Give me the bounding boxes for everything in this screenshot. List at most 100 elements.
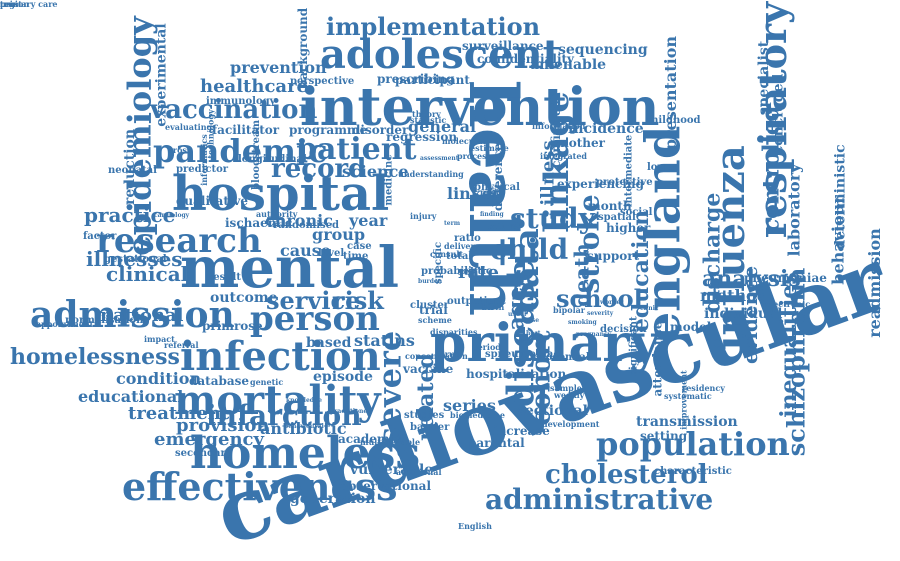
cloud-word: research [96, 221, 262, 261]
cloud-word: academic [338, 432, 402, 446]
cloud-word: knowledge [286, 397, 322, 404]
cloud-word: infection [180, 333, 381, 380]
cloud-word: need [480, 187, 502, 197]
cloud-word: clinical [106, 262, 189, 286]
cloud-word: genetic [250, 377, 284, 387]
cloud-word: estimate [470, 143, 509, 153]
cloud-word: observational [340, 479, 432, 493]
cloud-word: confidentiality [477, 52, 575, 66]
cloud-word: clinic [640, 305, 659, 312]
cloud-word: trust [0, 0, 22, 9]
cloud-word: finding [480, 211, 504, 218]
cloud-word: database [189, 374, 250, 388]
cloud-word: impact [144, 334, 175, 344]
cloud-word: virus [437, 349, 460, 359]
cloud-word: model [670, 320, 712, 334]
cloud-word: protective [596, 177, 653, 188]
cloud-word: practitioner [330, 408, 371, 415]
cloud-word: delivery [444, 241, 480, 251]
cloud-word: provision [176, 415, 270, 436]
cloud-word: level [318, 248, 345, 259]
cloud-word: antibiotic [260, 419, 347, 438]
cloud-word: understanding [398, 169, 464, 179]
cloud-word: term [444, 220, 461, 227]
cloud-word: English [458, 521, 492, 531]
cloud-word: cardiology [154, 212, 190, 219]
cloud-word: intervention [300, 77, 660, 138]
cloud-word: host [526, 330, 541, 337]
cloud-word: month [588, 199, 632, 213]
cloud-word: secondary [175, 448, 232, 459]
cloud-word: chronic [265, 211, 333, 230]
cloud-word: decision [600, 324, 647, 335]
cloud-word: group [312, 225, 366, 244]
cloud-word: readmission [864, 228, 884, 338]
cloud-word: authority [256, 209, 298, 219]
cloud-word: mother [556, 136, 605, 150]
cloud-word: factor [83, 231, 117, 242]
cloud-word: risk [332, 286, 384, 315]
cloud-word: mental [180, 235, 400, 301]
cloud-word: molecular [442, 136, 488, 146]
cloud-word: nosocomial [526, 352, 590, 363]
cloud-word: amenable [530, 57, 607, 73]
cloud-word: educational [78, 387, 184, 406]
cloud-word: burden [418, 278, 443, 285]
cloud-word: outcome [210, 290, 278, 306]
cloud-word: lower [647, 162, 678, 173]
cloud-word: patient [296, 132, 417, 167]
cloud-word: cross [168, 145, 192, 155]
cloud-word: total [446, 251, 473, 262]
cloud-word: longitudinal [238, 154, 307, 165]
cloud-word: information [532, 121, 586, 131]
cloud-word: smoking [568, 319, 597, 326]
cloud-word: higher [606, 221, 651, 235]
cloud-word: sample [550, 383, 582, 393]
cloud-word: social [620, 207, 653, 218]
cloud-word: population [596, 425, 790, 463]
cloud-word: person [250, 299, 380, 339]
cloud-word: theory [412, 109, 441, 119]
cloud-word: attendance [650, 321, 665, 397]
cloud-word: weekly [554, 390, 585, 400]
cloud-word: medicine [383, 154, 395, 206]
cloud-word: primary care [0, 0, 58, 9]
cloud-word: admission [30, 294, 235, 336]
cloud-word: region [0, 0, 30, 9]
cloud-word: neonatal [108, 165, 157, 176]
cloud-word: predictor [176, 164, 229, 175]
cloud-word: adolescent [320, 31, 562, 78]
cloud-word: integrated [540, 151, 588, 161]
cloud-word: deterministic [832, 144, 849, 250]
cloud-word: viral [516, 338, 532, 345]
cloud-word: school [556, 284, 643, 313]
cloud-word: spatial [598, 212, 636, 223]
cloud-word: normalisation [65, 315, 144, 326]
cloud-word: randomised [273, 220, 340, 231]
cloud-word: regression [386, 130, 458, 144]
cloud-word: illnesses [86, 247, 183, 271]
cloud-word: inequalities [775, 272, 802, 418]
cloud-word: hospitalisation [466, 367, 567, 381]
cloud-word: vaccination [150, 95, 318, 125]
cloud-word: prescribing [377, 72, 455, 86]
cloud-word: technology [205, 109, 216, 159]
cloud-word: difference [491, 142, 506, 212]
cloud-word: vulnerable [350, 462, 434, 478]
cloud-word: hospital [172, 166, 390, 222]
cloud-word: intermediate [623, 134, 635, 208]
cloud-word: disparities [430, 327, 478, 337]
cloud-word: facilitator [212, 123, 280, 137]
cloud-word: ischaemic [225, 216, 293, 230]
cloud-word: cause [280, 241, 331, 260]
cloud-word: incidence [568, 121, 644, 137]
cloud-word: series [443, 396, 496, 415]
cloud-word: episode [313, 369, 373, 385]
cloud-word: infarction [206, 399, 362, 432]
cloud-word: sectional [517, 403, 589, 419]
cloud-word: physical [474, 182, 520, 193]
cloud-word: experimental [153, 23, 170, 127]
cloud-word: pregnancy [576, 331, 612, 338]
cloud-word: scheme [418, 315, 452, 325]
